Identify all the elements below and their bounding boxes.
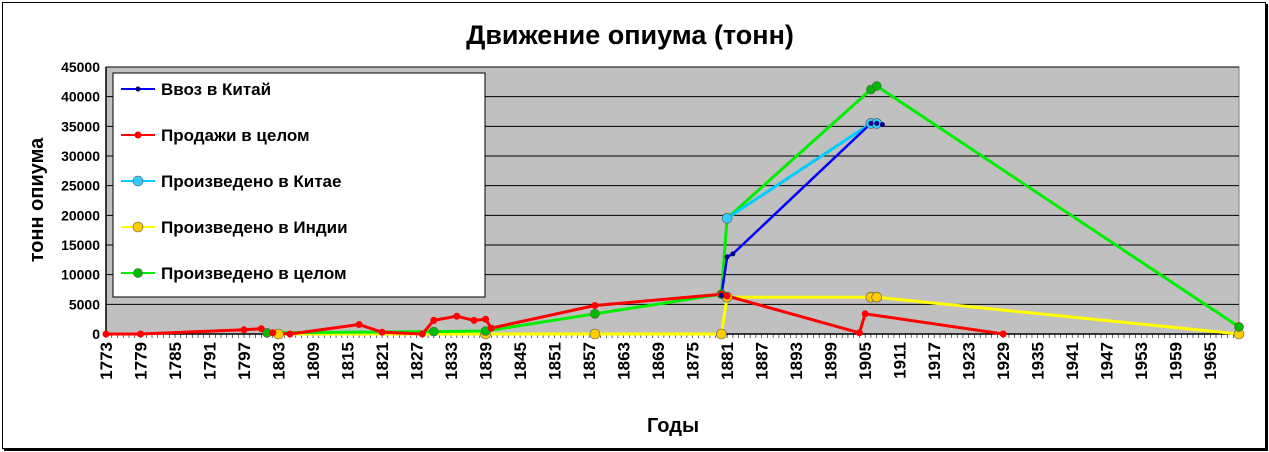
x-tick-label: 1881 bbox=[718, 342, 737, 380]
legend-label: Продажи в целом bbox=[161, 126, 310, 145]
legend-label: Произведено в Индии bbox=[161, 218, 348, 237]
data-point bbox=[453, 312, 461, 320]
data-point bbox=[428, 326, 439, 337]
y-tick-labels: 0 5000 10000 15000 20000 25000 30000 35000 40000… bbox=[61, 59, 100, 342]
x-tick-label: 1827 bbox=[408, 342, 427, 380]
data-point bbox=[724, 254, 730, 260]
legend: Ввоз в Китай Продажи в целом Произведено в… bbox=[112, 72, 486, 298]
y-tick-label: 15000 bbox=[61, 237, 100, 253]
data-point bbox=[589, 328, 601, 340]
data-point bbox=[861, 310, 869, 318]
data-point bbox=[874, 120, 880, 126]
y-tick-label: 25000 bbox=[61, 178, 100, 194]
series-layer bbox=[102, 81, 1245, 340]
data-point bbox=[257, 325, 265, 333]
x-tick-label: 1941 bbox=[1063, 342, 1082, 380]
x-tick-label: 1803 bbox=[270, 342, 289, 380]
x-tick-label: 1953 bbox=[1132, 342, 1151, 380]
x-tick-label: 1959 bbox=[1167, 342, 1186, 380]
x-tick-label: 1935 bbox=[1029, 342, 1048, 380]
data-point bbox=[487, 324, 495, 332]
data-point bbox=[718, 292, 724, 298]
data-point bbox=[482, 315, 490, 323]
x-tick-label: 1899 bbox=[822, 342, 841, 380]
data-point bbox=[716, 328, 727, 340]
x-tick-label: 1845 bbox=[511, 342, 530, 380]
x-tick-labels: 1773 1779 1785 1791 1797 1803 1809 1815 1821 1827… bbox=[97, 334, 1240, 380]
legend-swatch-marker bbox=[133, 268, 143, 278]
data-point bbox=[1234, 322, 1244, 332]
y-tick-label: 40000 bbox=[61, 89, 100, 105]
data-point bbox=[430, 316, 438, 324]
data-point bbox=[378, 328, 386, 336]
x-tick-label: 1779 bbox=[132, 342, 151, 380]
legend-swatch-marker bbox=[134, 131, 142, 139]
data-point bbox=[879, 122, 885, 128]
x-tick-label: 1851 bbox=[546, 342, 565, 380]
data-point bbox=[470, 316, 478, 324]
y-axis-title: тонн опиума bbox=[26, 137, 48, 262]
x-tick-label: 1815 bbox=[339, 342, 358, 380]
y-tick-label: 45000 bbox=[61, 59, 100, 75]
legend-swatch-marker bbox=[135, 86, 141, 92]
data-point bbox=[240, 326, 248, 334]
chart-title: Движение опиума (тонн) bbox=[466, 20, 794, 50]
x-tick-label: 1821 bbox=[373, 342, 392, 380]
data-point bbox=[871, 81, 882, 91]
data-point bbox=[418, 330, 426, 338]
x-tick-label: 1857 bbox=[580, 342, 599, 380]
x-tick-label: 1905 bbox=[856, 342, 875, 380]
x-tick-label: 1947 bbox=[1098, 342, 1117, 380]
data-point bbox=[721, 213, 733, 224]
x-tick-label: 1917 bbox=[925, 342, 944, 380]
x-tick-label: 1869 bbox=[649, 342, 668, 380]
x-tick-label: 1875 bbox=[684, 342, 703, 380]
x-tick-label: 1833 bbox=[442, 342, 461, 380]
x-tick-label: 1773 bbox=[97, 342, 116, 380]
x-tick-label: 1887 bbox=[753, 342, 772, 380]
data-point bbox=[590, 308, 600, 319]
data-point bbox=[855, 329, 863, 337]
data-point bbox=[591, 302, 599, 309]
x-tick-label: 1839 bbox=[477, 342, 496, 380]
data-point bbox=[269, 329, 277, 337]
x-tick-label: 1809 bbox=[304, 342, 323, 380]
data-point bbox=[999, 330, 1007, 338]
legend-box bbox=[112, 72, 486, 298]
x-tick-label: 1911 bbox=[891, 342, 910, 379]
data-point bbox=[102, 330, 110, 338]
chart-svg: Движение опиума (тонн) 0 5000 10000 15000 20… bbox=[26, 20, 1245, 437]
x-tick-label: 1893 bbox=[787, 342, 806, 380]
x-tick-label: 1923 bbox=[960, 342, 979, 380]
y-tick-label: 30000 bbox=[61, 148, 100, 164]
legend-label: Произведено в Китае bbox=[161, 172, 341, 191]
legend-swatch-marker bbox=[132, 221, 144, 233]
legend-swatch-marker bbox=[132, 175, 144, 187]
y-tick-label: 5000 bbox=[69, 296, 100, 312]
y-tick-label: 20000 bbox=[61, 207, 100, 223]
data-point bbox=[137, 330, 144, 338]
x-tick-label: 1863 bbox=[615, 342, 634, 380]
data-point bbox=[871, 291, 883, 303]
y-tick-label: 35000 bbox=[61, 118, 100, 134]
y-tick-label: 0 bbox=[92, 326, 100, 342]
x-tick-label: 1791 bbox=[201, 342, 220, 380]
legend-label: Произведено в целом bbox=[161, 264, 347, 283]
y-tick-label: 10000 bbox=[61, 267, 100, 283]
x-tick-label: 1797 bbox=[235, 342, 254, 380]
data-point bbox=[730, 251, 736, 257]
x-tick-label: 1929 bbox=[994, 342, 1013, 380]
data-point bbox=[355, 321, 363, 328]
x-tick-label: 1785 bbox=[166, 342, 185, 380]
data-point bbox=[723, 292, 731, 300]
data-point bbox=[868, 120, 874, 126]
x-axis-title: Годы bbox=[647, 415, 699, 437]
legend-label: Ввоз в Китай bbox=[161, 80, 271, 99]
data-point bbox=[286, 330, 294, 338]
x-tick-label: 1965 bbox=[1201, 342, 1220, 380]
